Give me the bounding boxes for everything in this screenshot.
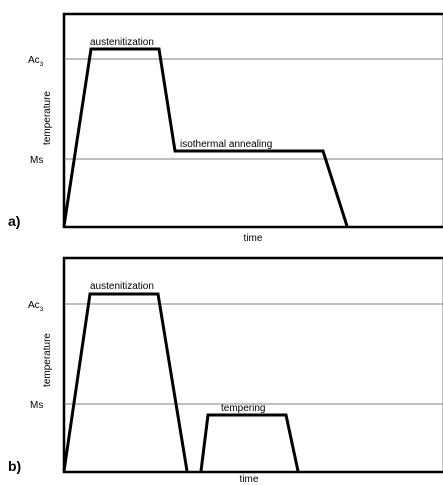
panel-a-frame — [62, 12, 443, 229]
panel-a-ylabel: temperature — [42, 91, 53, 145]
panel-b-tempering-curve — [199, 413, 300, 472]
panel-a-isothermal-annealing-label: isothermal annealing — [180, 139, 272, 150]
panel-a-temperature-curve — [62, 47, 349, 227]
panel-b-ms-label: Ms — [30, 400, 43, 411]
panel-b-austenitization-label: austenitization — [90, 281, 154, 292]
panel-b-tag: b) — [8, 458, 21, 474]
panel-b-ylabel: temperature — [42, 333, 53, 387]
panel-b-austenitization-curve — [62, 292, 189, 472]
panel-a-tag: a) — [8, 213, 20, 229]
panel-b: Ac3 Ms temperature time b) austenitizati… — [8, 256, 443, 485]
panel-a-austenitization-label: austenitization — [90, 37, 154, 48]
panel-a-ac3-label: Ac3 — [28, 55, 44, 68]
panel-a-xlabel: time — [244, 233, 263, 244]
panel-a-ms-label: Ms — [30, 155, 43, 166]
panel-a: Ac3 Ms temperature time a) austenitizati… — [8, 12, 443, 244]
panel-b-xlabel: time — [240, 474, 259, 485]
panel-b-frame — [62, 256, 443, 474]
panel-b-ac3-label: Ac3 — [28, 300, 44, 313]
panel-b-tempering-label: tempering — [221, 403, 265, 414]
